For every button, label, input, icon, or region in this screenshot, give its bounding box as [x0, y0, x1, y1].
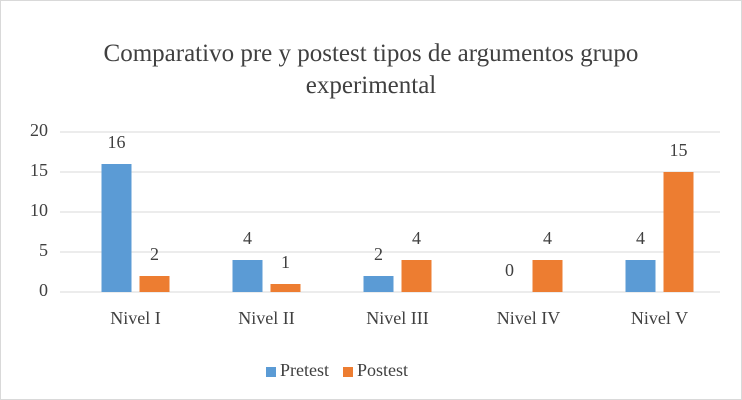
y-tick-label: 20 — [30, 120, 48, 140]
y-tick-label: 15 — [30, 160, 48, 180]
bar — [532, 260, 563, 292]
bar — [270, 284, 301, 292]
y-tick-label: 5 — [39, 240, 48, 260]
bar — [401, 260, 432, 292]
legend-swatch — [343, 367, 353, 377]
data-label: 0 — [505, 260, 514, 280]
bar — [625, 260, 656, 292]
bar — [232, 260, 263, 292]
x-tick-label: Nivel IV — [497, 308, 560, 328]
bar — [363, 276, 394, 292]
y-tick-label: 0 — [39, 280, 48, 300]
data-label: 4 — [636, 228, 645, 248]
data-label: 2 — [374, 244, 383, 264]
data-label: 16 — [108, 132, 126, 152]
x-tick-label: Nivel III — [366, 308, 428, 328]
bar — [663, 172, 694, 292]
x-tick-label: Nivel II — [238, 308, 294, 328]
legend-swatch — [266, 367, 276, 377]
y-tick-label: 10 — [30, 200, 48, 220]
chart-title: Comparativo pre y postest tipos de argum… — [103, 40, 639, 99]
legend-label: Pretest — [280, 360, 329, 380]
data-label: 4 — [243, 228, 252, 248]
x-tick-label: Nivel I — [110, 308, 160, 328]
x-tick-label: Nivel V — [631, 308, 688, 328]
data-label: 15 — [670, 140, 688, 160]
legend-label: Postest — [357, 360, 408, 380]
data-label: 1 — [281, 252, 290, 272]
bar — [101, 164, 132, 292]
bar — [139, 276, 170, 292]
data-label: 4 — [543, 228, 552, 248]
data-label: 2 — [150, 244, 159, 264]
data-label: 4 — [412, 228, 421, 248]
